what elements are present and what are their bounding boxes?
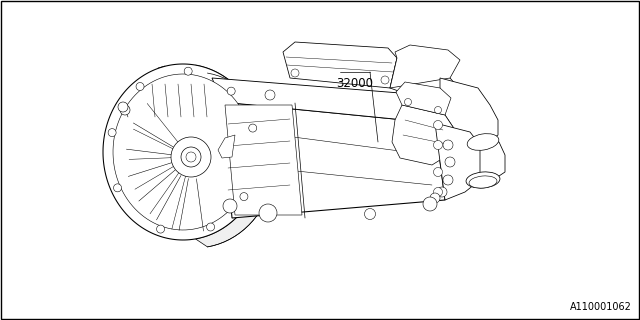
Circle shape: [184, 67, 192, 75]
Text: 32000: 32000: [337, 77, 374, 90]
Polygon shape: [392, 105, 455, 165]
Circle shape: [265, 90, 275, 100]
Polygon shape: [225, 105, 302, 215]
Circle shape: [430, 193, 440, 203]
Circle shape: [404, 99, 412, 106]
Circle shape: [181, 147, 201, 167]
Polygon shape: [113, 74, 253, 230]
Polygon shape: [218, 135, 235, 158]
Ellipse shape: [466, 172, 500, 188]
Text: A110001062: A110001062: [570, 302, 632, 312]
Polygon shape: [195, 65, 275, 247]
Circle shape: [136, 83, 144, 91]
Polygon shape: [435, 123, 480, 200]
Ellipse shape: [467, 134, 499, 150]
Circle shape: [433, 167, 442, 177]
Circle shape: [157, 225, 164, 233]
Circle shape: [249, 124, 257, 132]
Circle shape: [207, 223, 214, 231]
Circle shape: [435, 107, 442, 114]
Polygon shape: [283, 42, 397, 88]
Circle shape: [381, 76, 389, 84]
Ellipse shape: [469, 176, 497, 188]
Polygon shape: [390, 58, 465, 123]
Circle shape: [113, 184, 122, 192]
Circle shape: [171, 137, 211, 177]
Circle shape: [433, 121, 442, 130]
Polygon shape: [222, 102, 445, 218]
Polygon shape: [440, 78, 498, 142]
Polygon shape: [103, 64, 263, 240]
Circle shape: [108, 129, 116, 137]
Circle shape: [443, 175, 453, 185]
Circle shape: [186, 152, 196, 162]
Circle shape: [260, 207, 270, 217]
Circle shape: [437, 187, 447, 197]
Polygon shape: [396, 82, 451, 115]
Circle shape: [365, 209, 376, 220]
Circle shape: [118, 102, 128, 112]
Polygon shape: [460, 142, 505, 180]
Circle shape: [443, 140, 453, 150]
Circle shape: [433, 140, 442, 149]
Circle shape: [433, 188, 442, 196]
Circle shape: [291, 69, 299, 77]
Circle shape: [259, 204, 277, 222]
Circle shape: [120, 105, 130, 115]
Polygon shape: [390, 45, 460, 88]
Circle shape: [223, 199, 237, 213]
Circle shape: [240, 193, 248, 201]
Circle shape: [227, 87, 235, 95]
Circle shape: [423, 197, 437, 211]
Polygon shape: [212, 78, 435, 123]
Circle shape: [445, 157, 455, 167]
